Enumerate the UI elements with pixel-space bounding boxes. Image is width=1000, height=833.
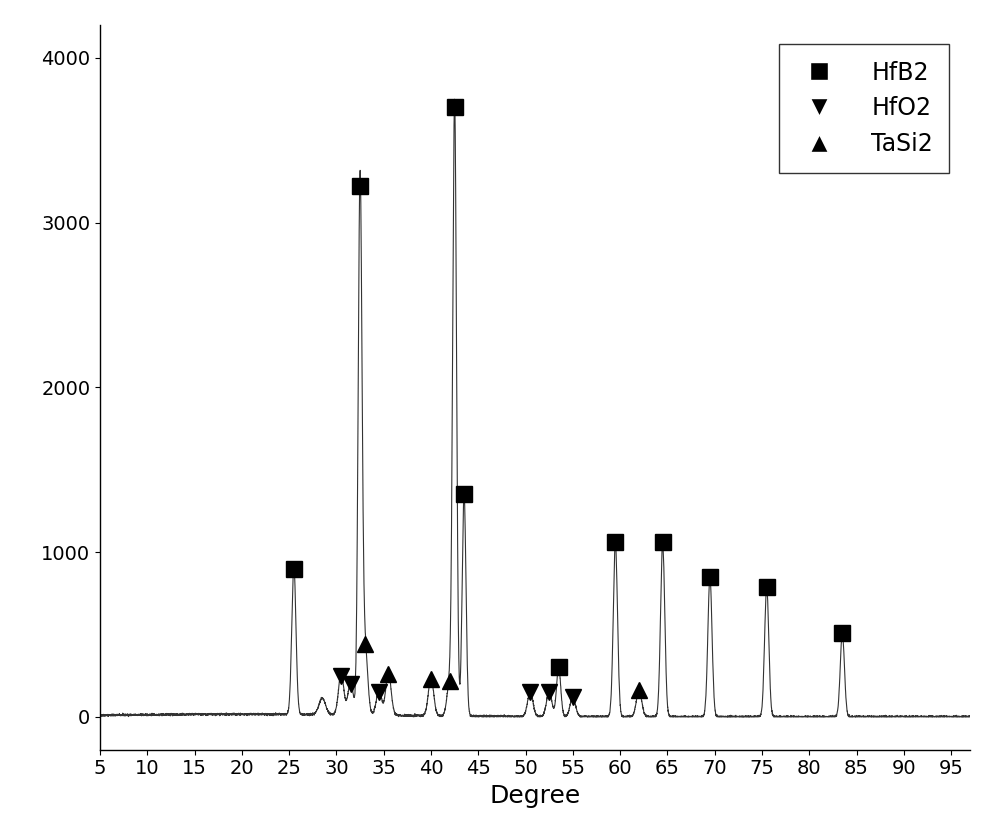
- Legend: HfB2, HfO2, TaSi2: HfB2, HfO2, TaSi2: [779, 44, 949, 172]
- X-axis label: Degree: Degree: [489, 784, 581, 808]
